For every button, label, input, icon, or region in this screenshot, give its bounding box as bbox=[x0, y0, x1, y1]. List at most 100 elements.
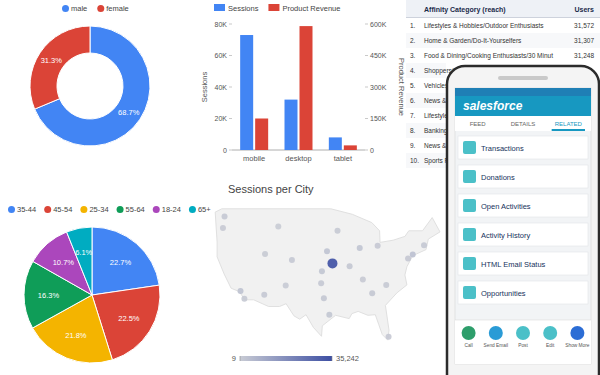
tick bbox=[229, 150, 232, 151]
bar bbox=[344, 145, 357, 150]
table-header bbox=[406, 0, 600, 18]
tab[interactable]: RELATED bbox=[555, 121, 583, 127]
category-cell: Sports F bbox=[424, 157, 449, 165]
map-outline bbox=[215, 209, 440, 340]
data-label: 10.7% bbox=[53, 258, 75, 267]
data-label: 68.7% bbox=[118, 108, 140, 117]
header-cell: Users bbox=[575, 6, 595, 13]
city-point bbox=[405, 255, 411, 261]
list-card[interactable] bbox=[458, 194, 588, 217]
tab-underline bbox=[552, 129, 585, 131]
city-point bbox=[347, 263, 353, 269]
list-card[interactable] bbox=[458, 252, 588, 275]
tick-label: 60K bbox=[215, 52, 228, 59]
tick-label: 600K bbox=[370, 21, 387, 28]
city-point bbox=[383, 282, 389, 288]
legend-label: 65+ bbox=[198, 205, 211, 214]
category-cell: Home & Garden/Do-It-Yourselfers bbox=[424, 37, 522, 44]
colorbar bbox=[240, 356, 332, 361]
bar bbox=[285, 100, 298, 150]
row-index: 5. bbox=[410, 82, 416, 89]
list-card[interactable] bbox=[458, 223, 588, 246]
action-label[interactable]: Post bbox=[518, 343, 528, 348]
city-point bbox=[360, 276, 366, 282]
row-index: 8. bbox=[410, 127, 416, 134]
legend-label: Product Revenue bbox=[282, 4, 340, 13]
donut-chart: malefemale68.7%31.3% bbox=[30, 4, 150, 146]
list-item[interactable]: Opportunities bbox=[481, 289, 526, 298]
tick bbox=[365, 118, 368, 119]
tick-label: 450K bbox=[370, 52, 387, 59]
list-item[interactable]: Open Activities bbox=[481, 202, 531, 211]
action-label[interactable]: Show More bbox=[565, 343, 590, 348]
list-item[interactable]: Activity History bbox=[481, 231, 530, 240]
table-row bbox=[406, 18, 600, 33]
action-icon[interactable] bbox=[489, 326, 503, 340]
users-cell: 31,572 bbox=[574, 22, 594, 29]
city-point bbox=[283, 282, 289, 288]
category-cell: Banking bbox=[424, 127, 448, 135]
tick-label: 0 bbox=[370, 147, 374, 154]
city-point bbox=[321, 295, 327, 301]
city-point bbox=[289, 257, 295, 263]
legend-swatch bbox=[189, 206, 196, 213]
list-item[interactable]: Transactions bbox=[481, 144, 524, 153]
row-index: 1. bbox=[410, 22, 416, 29]
city-point bbox=[222, 213, 228, 219]
list-card[interactable] bbox=[458, 136, 588, 159]
data-label: 31.3% bbox=[41, 56, 63, 65]
legend-label: male bbox=[71, 4, 87, 13]
tick bbox=[229, 55, 232, 56]
action-label[interactable]: Edit bbox=[546, 343, 555, 348]
city-point bbox=[318, 280, 324, 286]
item-icon bbox=[463, 199, 476, 212]
status-bar bbox=[455, 88, 591, 96]
action-icon[interactable] bbox=[570, 326, 584, 340]
list-item[interactable]: Donations bbox=[481, 173, 515, 182]
tick bbox=[365, 55, 368, 56]
row-index: 6. bbox=[410, 97, 416, 104]
list-item[interactable]: HTML Email Status bbox=[481, 260, 546, 269]
chart-title: Sessions per City bbox=[228, 183, 314, 195]
action-icon[interactable] bbox=[462, 326, 476, 340]
bar bbox=[255, 119, 268, 151]
action-label[interactable]: Send Email bbox=[484, 343, 509, 348]
tick bbox=[365, 150, 368, 151]
bar-chart: SessionsProduct Revenue020K40K60K80K0150… bbox=[200, 4, 406, 163]
legend-swatch bbox=[117, 206, 124, 213]
tab[interactable]: FEED bbox=[470, 121, 487, 127]
category-label: tablet bbox=[334, 154, 353, 163]
tab[interactable]: DETAILS bbox=[511, 121, 536, 127]
row-index: 7. bbox=[410, 112, 416, 119]
city-point bbox=[327, 258, 337, 268]
list-card[interactable] bbox=[458, 281, 588, 304]
slice bbox=[92, 227, 159, 295]
users-cell: 31,248 bbox=[574, 52, 594, 59]
tick bbox=[229, 24, 232, 25]
canvas: malefemale68.7%31.3%SessionsProduct Reve… bbox=[0, 0, 600, 375]
city-point bbox=[237, 288, 243, 294]
tab-bar bbox=[455, 116, 591, 131]
legend-swatch bbox=[153, 206, 160, 213]
tick-label: 150K bbox=[370, 115, 387, 122]
data-label: 16.3% bbox=[38, 291, 60, 300]
action-icon[interactable] bbox=[543, 326, 557, 340]
row-index: 3. bbox=[410, 52, 416, 59]
city-point bbox=[275, 223, 281, 229]
item-icon bbox=[463, 170, 476, 183]
table-row bbox=[406, 48, 600, 63]
city-point bbox=[326, 312, 332, 318]
tick-label: 40K bbox=[215, 84, 228, 91]
legend-swatch bbox=[268, 4, 279, 11]
colorbar-tick bbox=[332, 356, 333, 361]
tick bbox=[365, 87, 368, 88]
data-label: 22.7% bbox=[110, 258, 132, 267]
list-card[interactable] bbox=[458, 165, 588, 188]
legend-swatch bbox=[80, 206, 87, 213]
category-cell: Food & Dining/Cooking Enthusiasts/30 Min… bbox=[424, 52, 553, 60]
tick-label: 300K bbox=[370, 84, 387, 91]
row-index: 9. bbox=[410, 142, 416, 149]
action-icon[interactable] bbox=[516, 326, 530, 340]
header-cell: Affinity Category (reach) bbox=[424, 6, 506, 14]
action-label[interactable]: Call bbox=[464, 343, 472, 348]
